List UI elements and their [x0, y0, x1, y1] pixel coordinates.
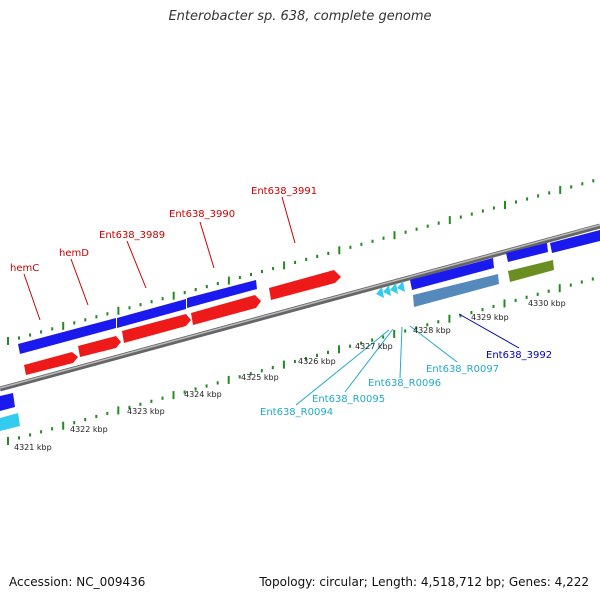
leader-3989	[126, 240, 147, 289]
cds-reverse-1[interactable]	[24, 352, 78, 375]
map-title: Enterobacter sp. 638, complete genome	[168, 9, 432, 24]
scale-label-4321: 4321 kbp	[14, 443, 52, 452]
label-Ent638_3992: Ent638_3992	[486, 350, 552, 361]
genome-stats-text: Topology: circular; Length: 4,518,712 bp…	[259, 575, 589, 589]
trna-R0096[interactable]	[390, 283, 398, 294]
trna-left-edge[interactable]	[0, 413, 20, 431]
leader-3991	[281, 196, 296, 244]
scale-label-4326: 4326 kbp	[298, 357, 336, 366]
label-Ent638_R0094: Ent638_R0094	[260, 407, 333, 418]
cds-forward-3990[interactable]	[187, 280, 257, 308]
cds-forward-right2[interactable]	[550, 230, 600, 253]
label-Ent638_3989: Ent638_3989	[99, 230, 165, 241]
leader-3992	[458, 313, 520, 349]
feature-olive[interactable]	[508, 260, 554, 282]
trna-R0097[interactable]	[397, 281, 405, 292]
label-Ent638_R0097: Ent638_R0097	[426, 364, 499, 375]
scale-label-4327: 4327 kbp	[355, 342, 393, 351]
scale-label-4324: 4324 kbp	[184, 390, 222, 399]
leader-hemC	[23, 273, 41, 321]
genome-backbone-highlight	[0, 224, 600, 389]
leader-R0096	[399, 326, 403, 379]
leader-3990	[199, 221, 215, 269]
leader-R0095	[344, 328, 394, 393]
label-Ent638_3991: Ent638_3991	[251, 186, 317, 197]
cds-reverse-3990[interactable]	[191, 295, 261, 325]
accession-text: Accession: NC_009436	[9, 575, 146, 589]
label-Ent638_R0096: Ent638_R0096	[368, 378, 441, 389]
inner-tick-ring	[7, 277, 594, 445]
cds-forward-left-edge[interactable]	[0, 393, 15, 411]
cds-reverse-2[interactable]	[78, 336, 121, 357]
label-hemC: hemC	[10, 263, 39, 274]
cds-forward-hemD[interactable]	[117, 299, 186, 328]
outer-tick-ring	[7, 179, 595, 345]
cds-reverse-3991[interactable]	[269, 270, 341, 300]
label-Ent638_3990: Ent638_3990	[169, 209, 235, 220]
leader-R0097	[409, 325, 458, 363]
scale-label-4328: 4328 kbp	[413, 326, 451, 335]
feature-pale-blue[interactable]	[413, 274, 499, 307]
scale-label-4325: 4325 kbp	[241, 373, 279, 382]
scale-label-4323: 4323 kbp	[127, 407, 165, 416]
scale-label-4330: 4330 kbp	[528, 299, 566, 308]
cds-forward-right1[interactable]	[506, 243, 548, 262]
label-Ent638_R0095: Ent638_R0095	[312, 394, 385, 405]
leader-hemD	[70, 258, 89, 306]
label-hemD: hemD	[59, 248, 89, 259]
scale-label-4329: 4329 kbp	[471, 313, 509, 322]
trna-R0094[interactable]	[376, 287, 384, 298]
cds-forward-3992[interactable]	[410, 258, 494, 290]
cds-reverse-3989[interactable]	[122, 314, 191, 343]
leader-R0094	[295, 329, 390, 406]
cds-forward-hemC[interactable]	[18, 318, 116, 354]
scale-label-4322: 4322 kbp	[70, 425, 108, 434]
genome-backbone	[0, 223, 600, 392]
trna-R0095[interactable]	[383, 285, 391, 296]
